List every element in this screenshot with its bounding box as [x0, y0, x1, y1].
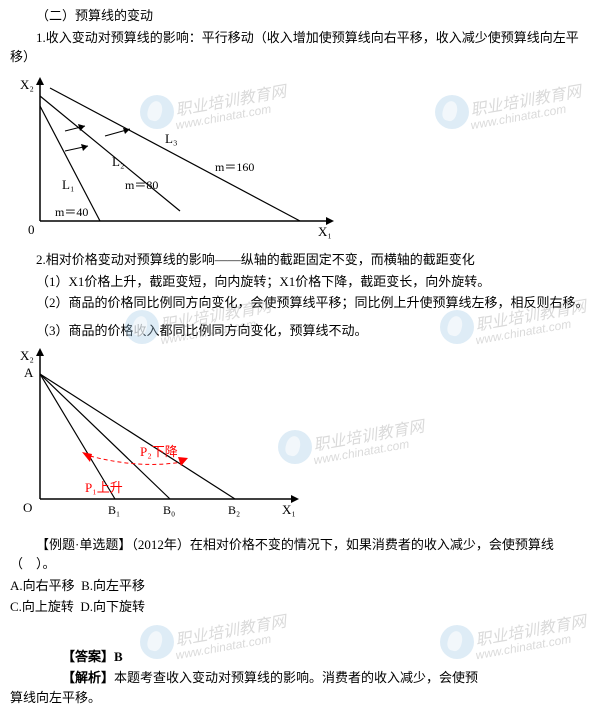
chart2-svg: X₂ A O X₁ B₁ B₀ B₂ P₁上升 P₂下降 — [10, 344, 310, 519]
options-row-2: C.向上旋转 D.向下旋转 — [10, 597, 594, 617]
chart1-l1: L₁ — [62, 177, 74, 192]
chart1-m1: m＝40 — [55, 205, 88, 219]
option-c: C.向上旋转 — [10, 599, 74, 614]
chart1-y-label: X₂ — [20, 77, 34, 92]
options-row-1: A.向右平移 B.向左平移 — [10, 576, 594, 596]
paragraph-price-effect-3: （3）商品的价格收入都同比例同方向变化，预算线不动。 — [10, 321, 594, 341]
chart1-l3: L₃ — [165, 131, 177, 146]
chart2-origin: O — [23, 500, 32, 515]
chart2-x-label: X₁ — [282, 502, 296, 517]
chart1-l2: L₂ — [112, 154, 124, 169]
paragraph-price-effect-intro: 2.相对价格变动对预算线的影响——纵轴的截距固定不变，而横轴的截距变化 — [10, 250, 594, 270]
chart2-p-up: P₁上升 — [85, 480, 123, 495]
paragraph-price-effect-1: （1）X1价格上升，截距变短，向内旋转；X1价格下降，截距变长，向外旋转。 — [10, 272, 594, 292]
chart1-x-label: X₁ — [318, 224, 332, 239]
analysis-line: 【解析】本题考查收入变动对预算线的影响。消费者的收入减少，会使预算线向左平移。 — [10, 668, 490, 707]
answer-value: B — [114, 649, 123, 664]
option-b: B.向左平移 — [81, 578, 145, 593]
spacer-1 — [10, 315, 594, 319]
section-title: （二）预算线的变动 — [10, 6, 594, 26]
chart2-apex: A — [24, 365, 34, 380]
option-d: D.向下旋转 — [80, 599, 145, 614]
budget-line-income-chart: X₂ X₁ 0 L₁ L₂ L₃ m＝40 m＝80 m＝160 — [10, 71, 594, 247]
example-year: （2012年） — [131, 537, 190, 552]
paragraph-price-effect-2: （2）商品的价格同比例同方向变化，会使预算线平移；同比例上升使预算线左移，相反则… — [10, 293, 594, 313]
chart2-p-down: P₂下降 — [140, 444, 178, 459]
chart1-m3: m＝160 — [215, 160, 254, 174]
chart1-m2: m＝80 — [125, 178, 158, 192]
answer-label: 【答案】 — [62, 649, 114, 664]
option-a: A.向右平移 — [10, 578, 75, 593]
chart2-b1: B₁ — [108, 503, 120, 517]
analysis-label: 【解析】 — [62, 670, 114, 685]
chart1-svg: X₂ X₁ 0 L₁ L₂ L₃ m＝40 m＝80 m＝160 — [10, 71, 350, 241]
paragraph-income-effect: 1.收入变动对预算线的影响：平行移动（收入增加使预算线向右平移，收入减少使预算线… — [10, 28, 594, 67]
chart2-y-label: X₂ — [20, 348, 34, 363]
budget-line-price-chart: X₂ A O X₁ B₁ B₀ B₂ P₁上升 P₂下降 — [10, 344, 594, 525]
example-label: 【例题·单选题】 — [36, 537, 131, 552]
chart2-b0: B₀ — [163, 503, 175, 517]
chart2-b2: B₂ — [228, 503, 240, 517]
example-question: 【例题·单选题】（2012年）在相对价格不变的情况下，如果消费者的收入减少，会使… — [10, 535, 594, 574]
chart1-origin: 0 — [28, 222, 35, 237]
answer-line: 【答案】B — [10, 647, 594, 667]
